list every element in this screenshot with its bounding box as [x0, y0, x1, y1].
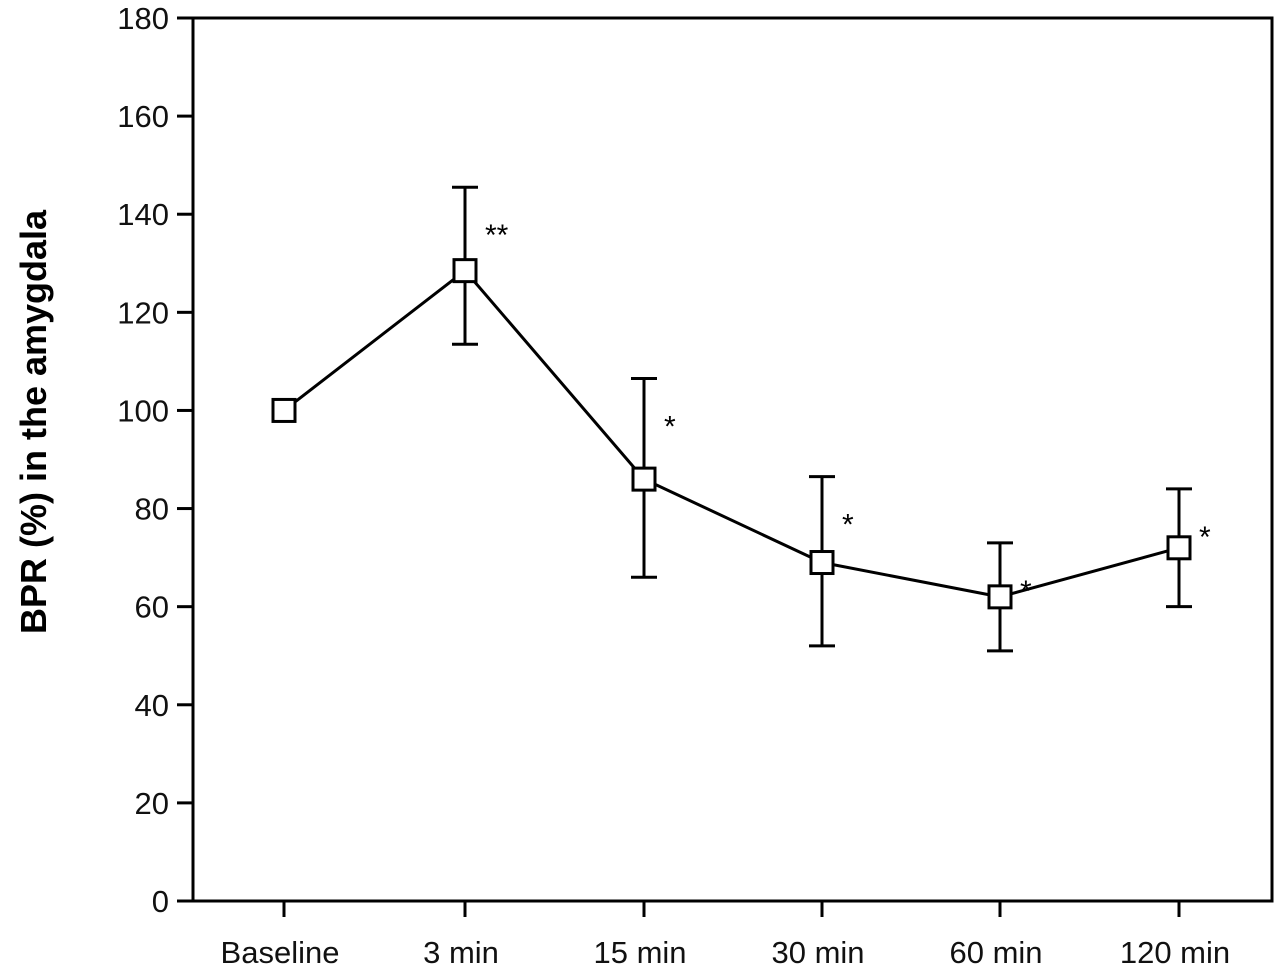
x-tick-label-3: 30 min [771, 935, 864, 970]
x-tick-label-5: 120 min [1120, 935, 1230, 970]
plot-frame [191, 16, 1274, 903]
significance-mark-3: * [842, 509, 854, 542]
y-tick-label-120: 120 [117, 295, 169, 330]
data-point-3 [809, 550, 835, 576]
y-tick-label-80: 80 [135, 492, 169, 527]
data-point-2 [631, 466, 657, 492]
x-tick-label-2: 15 min [593, 935, 686, 970]
series-layer: ****** [271, 185, 1211, 653]
y-tick-label-60: 60 [135, 590, 169, 625]
y-axis: 0 20 40 60 80 100 120 140 160 180 [117, 1, 193, 919]
data-point-5 [1166, 535, 1192, 561]
y-tick-label-100: 100 [117, 393, 169, 428]
x-tick-label-0: Baseline [221, 935, 340, 970]
significance-mark-1: ** [485, 219, 509, 252]
significance-mark-4: * [1020, 575, 1032, 608]
series-line-0 [283, 269, 1180, 599]
y-tick-label-140: 140 [117, 197, 169, 232]
x-tick-label-4: 60 min [949, 935, 1042, 970]
y-tick-label-0: 0 [152, 884, 169, 919]
y-axis-label: BPR (%) in the amygdala [13, 209, 54, 634]
data-point-1 [452, 258, 478, 284]
data-point-4 [987, 584, 1013, 610]
significance-mark-5: * [1199, 521, 1211, 554]
significance-mark-2: * [664, 411, 676, 444]
x-tick-label-1: 3 min [423, 935, 499, 970]
y-tick-label-160: 160 [117, 99, 169, 134]
y-tick-label-40: 40 [135, 688, 169, 723]
data-point-0 [271, 397, 297, 423]
y-tick-label-20: 20 [135, 786, 169, 821]
x-axis: Baseline 3 min 15 min 30 min 60 min 120 min [221, 901, 1230, 970]
y-tick-label-180: 180 [117, 1, 169, 36]
